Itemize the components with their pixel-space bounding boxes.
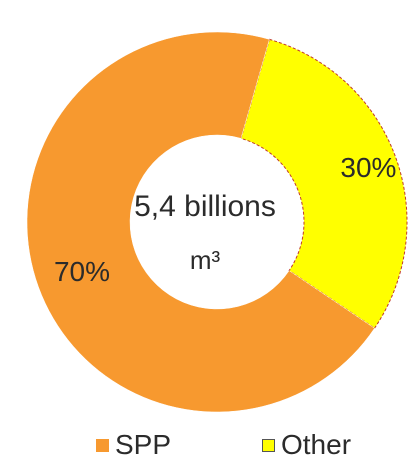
center-label-line1: 5,4 billions <box>134 190 276 223</box>
slice-label-other: 30% <box>340 152 396 183</box>
legend-swatch-other <box>262 438 275 452</box>
legend: SPP Other <box>0 425 409 465</box>
legend-swatch-spp <box>96 438 109 452</box>
legend-label-other: Other <box>281 429 352 460</box>
legend-item-other: Other <box>262 429 351 461</box>
legend-item-spp: SPP <box>96 429 171 461</box>
slice-labels: 30% 70% <box>54 152 396 287</box>
slice-spp <box>26 31 375 413</box>
legend-label-spp: SPP <box>115 429 172 460</box>
slice-other <box>240 38 408 329</box>
slice-label-spp: 70% <box>54 256 110 287</box>
center-label-line2: m³ <box>189 245 221 275</box>
donut-slices <box>26 31 408 413</box>
